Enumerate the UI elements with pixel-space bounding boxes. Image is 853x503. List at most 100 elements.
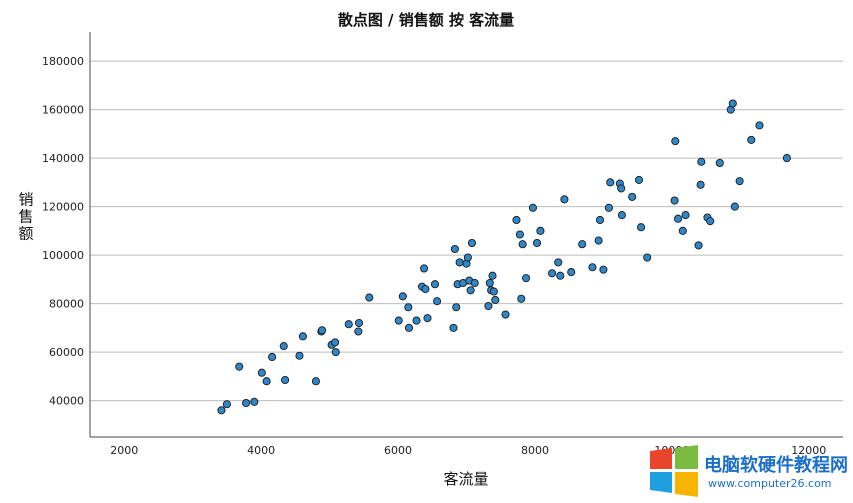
data-point-85 <box>696 180 705 189</box>
data-point-9 <box>281 375 290 385</box>
data-point-69 <box>599 265 608 274</box>
x-axis-title: 客流量 <box>443 470 488 488</box>
y-tick-label: 80000 <box>49 298 84 311</box>
data-point-86 <box>697 157 706 166</box>
grid-lines <box>90 60 843 402</box>
data-point-37 <box>455 258 464 267</box>
data-point-56 <box>522 274 531 283</box>
data-point-21 <box>365 293 374 302</box>
data-point-66 <box>588 263 597 272</box>
x-tick-label: 12000 <box>791 444 826 457</box>
data-point-89 <box>715 158 724 168</box>
data-point-62 <box>556 271 565 280</box>
watermark-url: www.computer26.com <box>708 477 832 490</box>
logo-quadrant <box>650 448 672 469</box>
data-point-2 <box>235 362 244 371</box>
data-point-79 <box>670 196 679 205</box>
y-tick-label: 160000 <box>42 104 84 117</box>
data-point-11 <box>298 332 307 341</box>
data-point-71 <box>606 178 615 187</box>
data-point-95 <box>755 121 764 130</box>
data-point-44 <box>470 278 479 288</box>
data-point-26 <box>412 316 421 325</box>
data-point-43 <box>467 238 477 248</box>
data-point-18 <box>344 320 353 329</box>
x-tick-label: 6000 <box>384 444 412 457</box>
data-point-34 <box>450 245 459 254</box>
windows-logo-icon <box>650 445 698 497</box>
data-point-3 <box>242 398 251 408</box>
data-point-53 <box>515 230 524 239</box>
data-point-40 <box>463 253 472 262</box>
y-tick-label: 100000 <box>42 249 84 262</box>
data-point-54 <box>517 294 526 303</box>
logo-quadrant <box>675 472 698 497</box>
data-point-68 <box>595 215 605 224</box>
data-point-30 <box>423 314 432 323</box>
data-point-74 <box>617 211 626 220</box>
data-point-77 <box>637 223 646 232</box>
y-axis-title-char: 销 <box>18 191 33 209</box>
data-point-80 <box>671 137 680 146</box>
data-point-1 <box>222 400 231 409</box>
data-point-48 <box>488 271 497 280</box>
data-point-46 <box>485 278 494 288</box>
data-point-6 <box>262 377 271 386</box>
y-axis-title-char: 额 <box>18 225 33 243</box>
chart-title: 散点图 / 销售额 按 客流量 <box>338 11 514 29</box>
data-point-29 <box>421 285 430 294</box>
data-point-0 <box>217 406 226 415</box>
data-point-96 <box>782 154 791 163</box>
data-point-83 <box>681 211 690 220</box>
data-point-19 <box>354 327 363 336</box>
data-point-84 <box>694 241 703 250</box>
data-point-31 <box>430 280 440 289</box>
data-point-7 <box>268 352 277 362</box>
data-point-20 <box>354 318 364 328</box>
data-point-52 <box>512 215 521 224</box>
data-point-61 <box>554 258 563 267</box>
logo-quadrant <box>675 445 698 469</box>
y-tick-label: 180000 <box>42 55 84 68</box>
data-point-75 <box>628 192 637 201</box>
data-point-42 <box>466 286 475 295</box>
data-point-81 <box>673 214 683 223</box>
x-tick-label: 2000 <box>110 444 138 457</box>
data-point-51 <box>501 310 510 319</box>
data-point-65 <box>578 240 587 249</box>
data-point-58 <box>532 238 542 248</box>
data-point-33 <box>449 323 458 332</box>
x-tick-label: 8000 <box>521 444 549 457</box>
data-point-67 <box>594 236 603 245</box>
data-point-17 <box>331 348 340 357</box>
data-point-5 <box>257 368 266 377</box>
data-point-12 <box>311 377 320 386</box>
data-point-73 <box>617 184 626 193</box>
data-point-82 <box>678 226 687 235</box>
x-tick-label: 4000 <box>247 444 275 457</box>
data-point-92 <box>730 202 739 211</box>
y-tick-label: 120000 <box>42 201 84 214</box>
data-point-57 <box>528 203 537 212</box>
y-axis-title: 销售额 <box>18 191 33 243</box>
data-point-91 <box>728 99 737 108</box>
data-point-94 <box>747 135 756 144</box>
data-points <box>217 99 791 415</box>
data-point-24 <box>404 303 413 312</box>
data-point-88 <box>706 217 715 226</box>
y-axis-title-char: 售 <box>18 208 33 226</box>
data-point-93 <box>735 177 744 186</box>
site-watermark: 电脑软硬件教程网 www.computer26.com <box>648 445 848 497</box>
data-point-60 <box>548 269 557 278</box>
data-point-16 <box>331 338 340 347</box>
data-point-22 <box>394 316 403 325</box>
watermark-text: 电脑软硬件教程网 <box>704 455 848 476</box>
data-point-49 <box>489 287 498 296</box>
data-point-25 <box>404 323 414 332</box>
data-point-70 <box>604 203 613 212</box>
data-point-32 <box>433 297 442 306</box>
data-point-4 <box>250 397 259 406</box>
data-point-50 <box>491 295 500 305</box>
data-point-63 <box>560 195 569 204</box>
